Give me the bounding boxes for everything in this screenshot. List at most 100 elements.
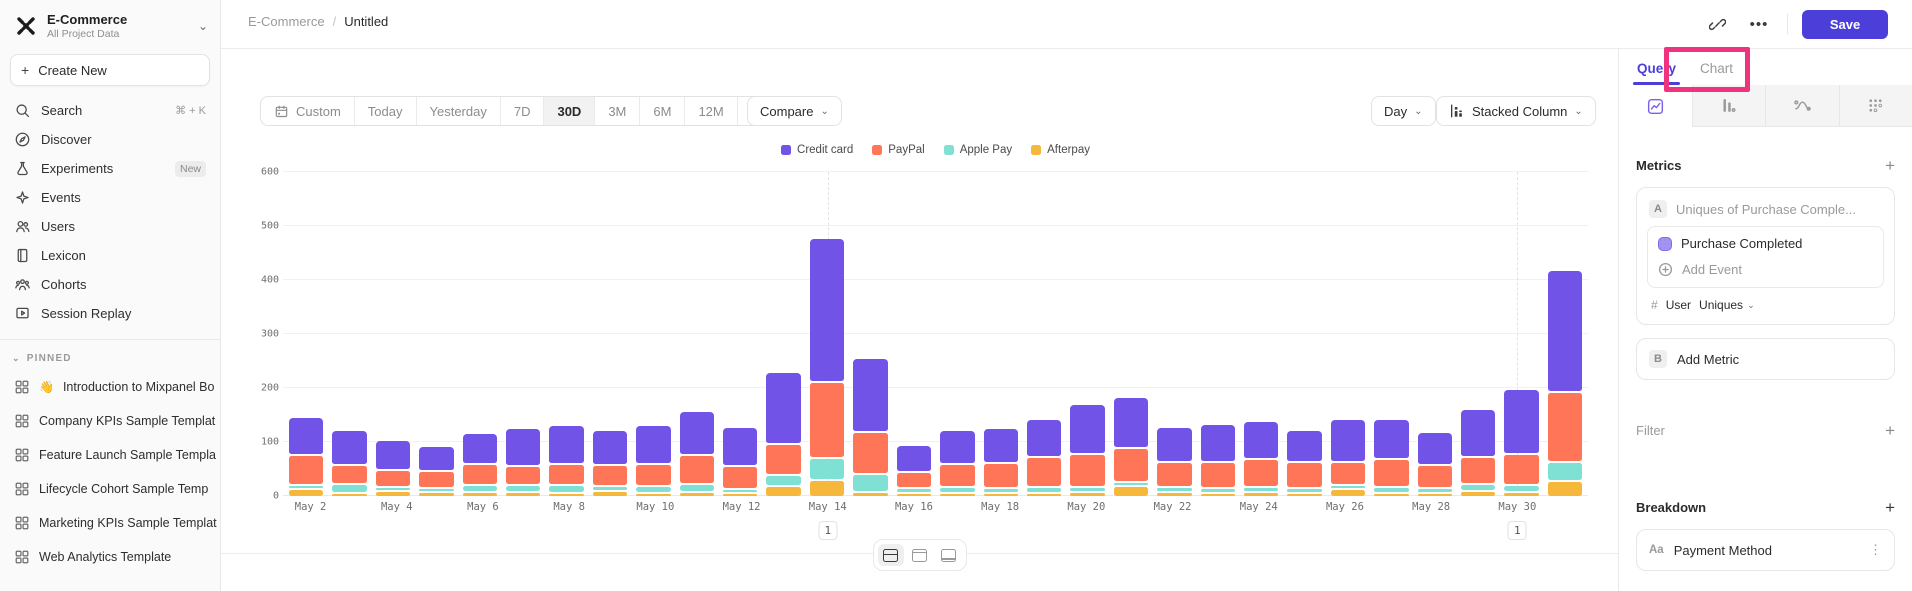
bar-segment-afterpay[interactable] bbox=[766, 487, 801, 496]
sidebar-item-users[interactable]: Users bbox=[0, 212, 220, 241]
bar-segment-apple-pay[interactable] bbox=[1070, 488, 1105, 491]
bar-segment-credit-card[interactable] bbox=[1460, 410, 1496, 456]
bar-may-22[interactable] bbox=[1157, 427, 1192, 496]
bar-segment-afterpay[interactable] bbox=[1330, 489, 1366, 496]
bar-segment-afterpay[interactable] bbox=[332, 493, 367, 496]
bar-segment-credit-card[interactable] bbox=[679, 411, 715, 455]
bar-segment-paypal[interactable] bbox=[679, 456, 715, 483]
bar-may-20[interactable] bbox=[1070, 405, 1105, 496]
bar-segment-afterpay[interactable] bbox=[636, 493, 671, 496]
bar-segment-paypal[interactable] bbox=[636, 464, 671, 486]
bar-may-6[interactable] bbox=[462, 434, 498, 496]
bar-segment-paypal[interactable] bbox=[1374, 460, 1409, 487]
bar-segment-paypal[interactable] bbox=[289, 455, 324, 484]
bar-segment-apple-pay[interactable] bbox=[1504, 486, 1539, 491]
bar-segment-apple-pay[interactable] bbox=[462, 486, 498, 491]
chart-type-button[interactable]: Stacked Column ⌄ bbox=[1436, 96, 1596, 126]
bar-segment-afterpay[interactable] bbox=[853, 492, 888, 496]
pinned-item-feature-launch-sample-templa[interactable]: Feature Launch Sample Templa bbox=[0, 438, 220, 472]
bar-segment-apple-pay[interactable] bbox=[809, 458, 845, 479]
bar-segment-credit-card[interactable] bbox=[332, 430, 367, 464]
panel-top-view-button[interactable] bbox=[907, 544, 933, 566]
bar-segment-afterpay[interactable] bbox=[1243, 492, 1279, 496]
breadcrumb-project[interactable]: E-Commerce bbox=[248, 14, 325, 29]
bar-may-25[interactable] bbox=[1287, 430, 1322, 496]
add-breakdown-plus-icon[interactable]: + bbox=[1885, 498, 1895, 517]
bar-segment-apple-pay[interactable] bbox=[506, 486, 541, 491]
aggregation-row[interactable]: # User Uniques ⌄ bbox=[1647, 288, 1884, 318]
retention-dots-tab[interactable] bbox=[1838, 85, 1912, 127]
bar-segment-afterpay[interactable] bbox=[592, 491, 628, 496]
bar-may-9[interactable] bbox=[592, 430, 628, 496]
range-today[interactable]: Today bbox=[353, 97, 416, 125]
bar-may-3[interactable] bbox=[332, 430, 367, 496]
bar-segment-paypal[interactable] bbox=[1417, 465, 1452, 488]
bar-segment-afterpay[interactable] bbox=[1026, 493, 1062, 496]
bar-segment-credit-card[interactable] bbox=[1157, 427, 1192, 461]
bar-segment-credit-card[interactable] bbox=[462, 434, 498, 463]
bar-segment-credit-card[interactable] bbox=[419, 447, 454, 471]
bar-may-11[interactable] bbox=[679, 411, 715, 496]
sidebar-item-events[interactable]: Events bbox=[0, 183, 220, 212]
funnel-bars-tab[interactable] bbox=[1691, 85, 1765, 127]
range-30d[interactable]: 30D bbox=[543, 97, 595, 125]
sidebar-item-cohorts[interactable]: Cohorts bbox=[0, 270, 220, 299]
bar-segment-credit-card[interactable] bbox=[1200, 425, 1235, 461]
bar-segment-credit-card[interactable] bbox=[506, 428, 541, 466]
bar-segment-apple-pay[interactable] bbox=[679, 484, 715, 491]
bar-segment-afterpay[interactable] bbox=[1113, 487, 1149, 496]
bar-segment-apple-pay[interactable] bbox=[1200, 489, 1235, 492]
bar-segment-credit-card[interactable] bbox=[940, 430, 975, 463]
bar-may-13[interactable] bbox=[766, 373, 801, 496]
bar-may-28[interactable] bbox=[1417, 433, 1452, 496]
bar-may-19[interactable] bbox=[1026, 419, 1062, 496]
bar-may-18[interactable] bbox=[983, 429, 1018, 496]
bar-segment-credit-card[interactable] bbox=[1547, 271, 1583, 391]
bar-segment-afterpay[interactable] bbox=[1374, 493, 1409, 496]
bar-segment-afterpay[interactable] bbox=[549, 493, 584, 496]
compare-button[interactable]: Compare ⌄ bbox=[747, 96, 842, 126]
bar-may-10[interactable] bbox=[636, 426, 671, 496]
more-menu-button[interactable]: ••• bbox=[1745, 10, 1773, 38]
bar-may-15[interactable] bbox=[853, 358, 888, 496]
bar-segment-apple-pay[interactable] bbox=[1460, 485, 1496, 490]
bar-segment-afterpay[interactable] bbox=[1460, 491, 1496, 496]
legend-item-afterpay[interactable]: Afterpay bbox=[1031, 144, 1090, 156]
sidebar-item-search[interactable]: Search ⌘ + K bbox=[0, 96, 220, 125]
bar-segment-credit-card[interactable] bbox=[1374, 419, 1409, 459]
bar-segment-afterpay[interactable] bbox=[809, 480, 845, 496]
bar-segment-afterpay[interactable] bbox=[1504, 492, 1539, 496]
range-yesterday[interactable]: Yesterday bbox=[415, 97, 500, 125]
bar-segment-credit-card[interactable] bbox=[766, 373, 801, 444]
bar-segment-paypal[interactable] bbox=[332, 465, 367, 483]
bar-segment-paypal[interactable] bbox=[549, 464, 584, 485]
annotation-badge[interactable]: 1 bbox=[818, 521, 838, 540]
bar-segment-credit-card[interactable] bbox=[549, 426, 584, 463]
bar-segment-credit-card[interactable] bbox=[375, 441, 411, 469]
panel-bottom-view-button[interactable] bbox=[936, 544, 962, 566]
bar-segment-paypal[interactable] bbox=[1113, 449, 1149, 481]
add-metric-plus-icon[interactable]: + bbox=[1885, 156, 1895, 175]
bar-segment-apple-pay[interactable] bbox=[766, 476, 801, 486]
bar-segment-credit-card[interactable] bbox=[1417, 433, 1452, 464]
granularity-button[interactable]: Day ⌄ bbox=[1371, 96, 1436, 126]
bar-may-31[interactable] bbox=[1547, 271, 1583, 496]
bar-segment-paypal[interactable] bbox=[983, 464, 1018, 487]
breadcrumb-current[interactable]: Untitled bbox=[344, 14, 389, 29]
bar-segment-apple-pay[interactable] bbox=[419, 488, 454, 491]
bar-segment-apple-pay[interactable] bbox=[1157, 488, 1192, 491]
bar-segment-apple-pay[interactable] bbox=[289, 485, 324, 488]
add-filter-plus-icon[interactable]: + bbox=[1885, 421, 1895, 440]
create-new-button[interactable]: + Create New bbox=[10, 54, 210, 86]
metric-row[interactable]: A Uniques of Purchase Comple... bbox=[1647, 198, 1884, 226]
bar-segment-paypal[interactable] bbox=[723, 466, 758, 488]
range-7d[interactable]: 7D bbox=[499, 97, 544, 125]
bar-segment-paypal[interactable] bbox=[809, 383, 845, 457]
bar-segment-apple-pay[interactable] bbox=[723, 490, 758, 492]
pinned-item-company-kpis-sample-templat[interactable]: Company KPIs Sample Templat bbox=[0, 404, 220, 438]
bar-segment-paypal[interactable] bbox=[1504, 454, 1539, 485]
pinned-section-header[interactable]: ⌄ PINNED bbox=[0, 349, 220, 370]
bar-may-23[interactable] bbox=[1200, 425, 1235, 496]
bar-segment-afterpay[interactable] bbox=[983, 494, 1018, 496]
legend-item-apple-pay[interactable]: Apple Pay bbox=[943, 144, 1012, 156]
